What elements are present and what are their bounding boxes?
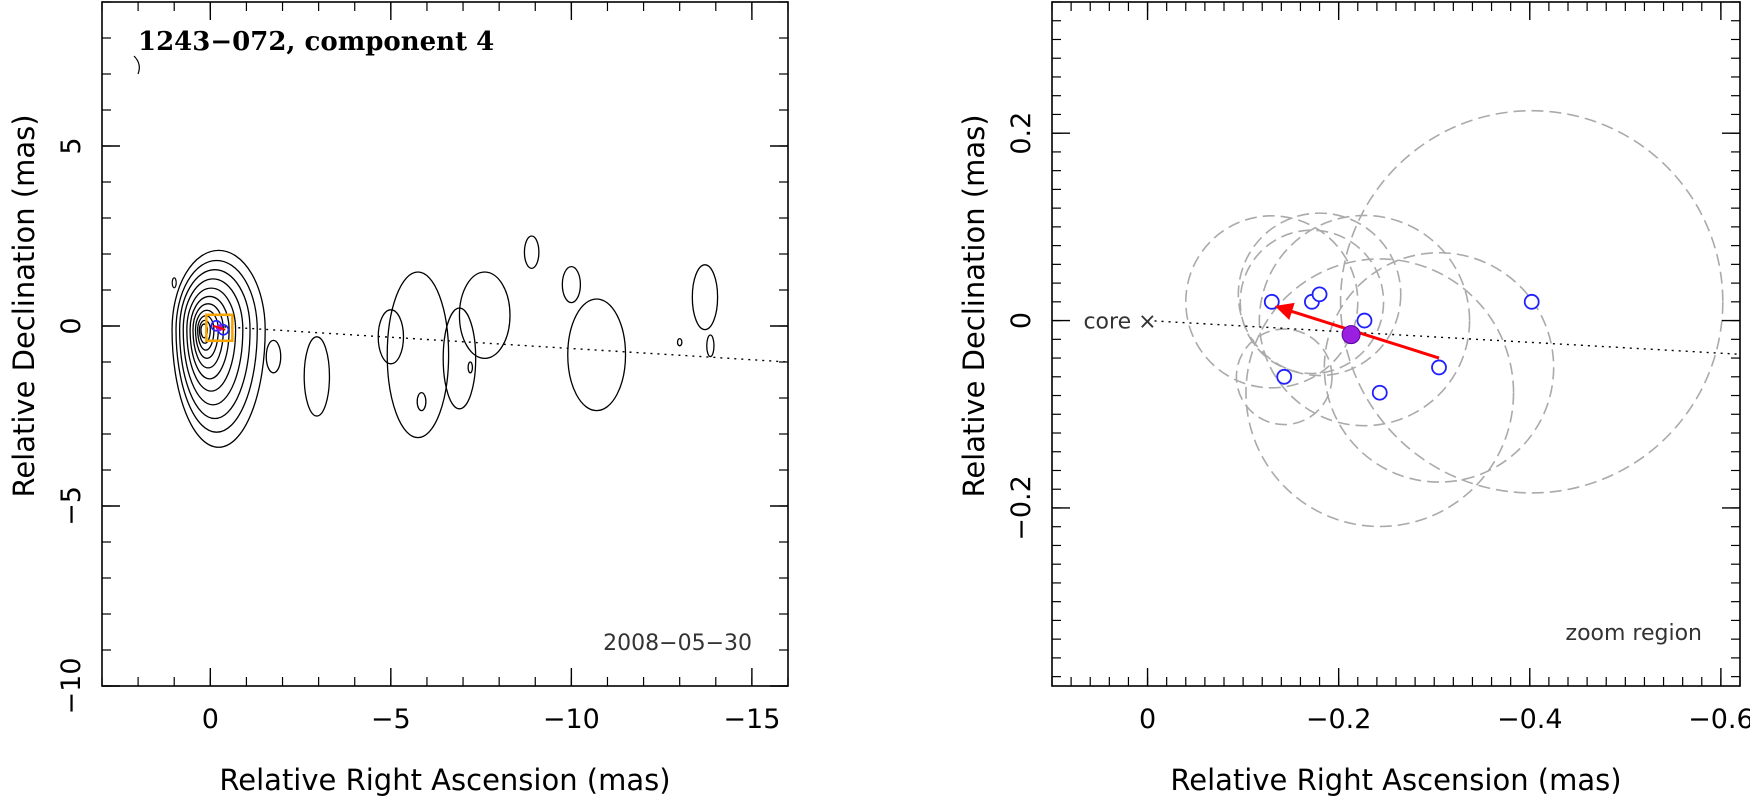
error-circle: [1235, 328, 1333, 426]
jet-contour: [523, 235, 540, 270]
component-position: [1371, 384, 1388, 401]
left-jet-axis: [210, 325, 789, 363]
jet-contour: [567, 298, 627, 412]
left-y-tick-label: 0: [56, 317, 87, 334]
component-position: [1356, 312, 1373, 329]
error-circle: [1237, 212, 1402, 377]
core-contour: [175, 259, 258, 433]
left-x-tick-label: −15: [723, 704, 780, 735]
left-plot-frame: [101, 1, 789, 687]
left-panel: 0 −5 −10 −15 5 0 −5 −10 1243−072, component 4 2…: [7, 1, 789, 797]
component-position: [1276, 368, 1293, 385]
left-y-tick-label: −5: [56, 486, 87, 526]
left-chart-title: 1243−072, component 4: [138, 27, 494, 57]
component-position: [1431, 359, 1447, 376]
jet-contour: [467, 361, 474, 374]
left-date-label: 2008−05−30: [603, 631, 752, 656]
jet-contour: [676, 337, 683, 347]
error-circle: [1258, 214, 1471, 427]
right-x-tick-label: −0.2: [1306, 704, 1372, 735]
jet-contour: [706, 334, 715, 358]
left-x-tick-label: −5: [371, 704, 411, 735]
left-y-axis-title: Relative Declination (mas): [7, 114, 41, 497]
right-jet-axis: [1147, 319, 1741, 356]
core-contour: [194, 309, 219, 359]
core-contour: [186, 287, 237, 392]
core-contour: [189, 295, 230, 380]
left-y-tick-label: −10: [56, 658, 87, 715]
left-contours: [171, 235, 719, 448]
error-circle: [1323, 251, 1555, 483]
error-circle: [1245, 258, 1515, 528]
right-y-tick-label: −0.2: [1006, 475, 1037, 541]
right-x-tick-label: −0.6: [1688, 704, 1750, 735]
beam-glyph: [133, 55, 140, 75]
right-y-tick-label: 0.2: [1006, 112, 1037, 155]
core-contour: [171, 249, 266, 448]
jet-contour: [303, 336, 331, 417]
left-y-tick-label: 5: [56, 137, 87, 154]
left-ticks: 0 −5 −10 −15 5 0 −5 −10: [56, 1, 789, 735]
mean-position-point: [1341, 325, 1361, 345]
jet-contour: [265, 339, 282, 374]
zoom-box: [205, 313, 234, 343]
right-panel: 0 −0.2 −0.4 −0.6 0.2 0 −0.2 core × zoom region…: [957, 1, 1750, 797]
error-circle: [1339, 109, 1724, 494]
jet-contour: [416, 391, 427, 412]
jet-contour: [386, 271, 450, 439]
core-contour: [197, 315, 215, 351]
left-core-marker: [205, 313, 234, 343]
right-x-tick-label: 0: [1139, 704, 1156, 735]
right-points: [1263, 286, 1540, 401]
error-circle: [1239, 229, 1385, 375]
core-contour: [198, 319, 211, 344]
right-x-tick-label: −0.4: [1497, 704, 1563, 735]
component-arrow: [213, 324, 226, 331]
core-contour: [182, 278, 244, 406]
left-x-tick-label: 0: [202, 704, 219, 735]
component-position: [1311, 286, 1328, 303]
jet-contour: [691, 264, 719, 331]
right-x-axis-title: Relative Right Ascension (mas): [1170, 763, 1621, 797]
core-contour: [178, 269, 251, 420]
core-label: core ×: [1083, 310, 1156, 335]
left-x-axis-title: Relative Right Ascension (mas): [219, 763, 670, 797]
jet-contour: [458, 271, 511, 360]
jet-contour: [561, 265, 582, 304]
error-circle: [1184, 215, 1359, 389]
right-y-tick-label: 0: [1006, 312, 1037, 329]
left-x-tick-label: −10: [543, 704, 600, 735]
right-plot-frame: [1051, 1, 1741, 687]
right-ticks: 0 −0.2 −0.4 −0.6 0.2 0 −0.2: [1006, 1, 1750, 735]
component-position: [1523, 293, 1540, 310]
zoom-region-label: zoom region: [1566, 621, 1702, 646]
right-y-axis-title: Relative Declination (mas): [957, 114, 991, 497]
right-error-circles: [1184, 109, 1724, 528]
jet-contour: [171, 277, 177, 289]
